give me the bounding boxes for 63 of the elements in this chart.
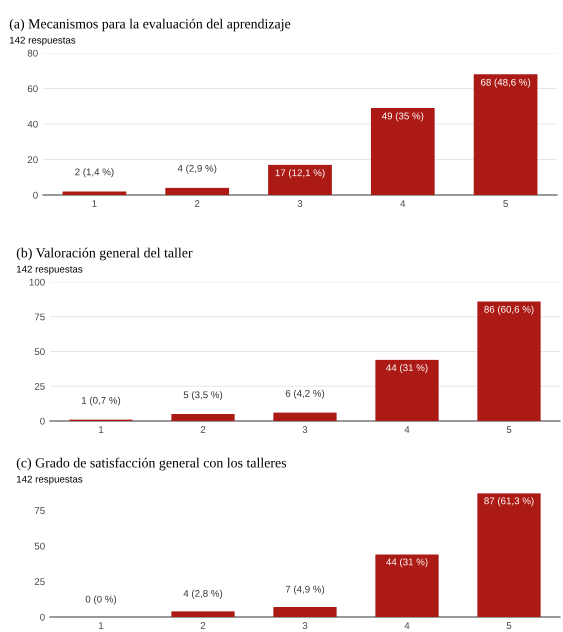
x-tick-label: 1 — [99, 622, 104, 629]
y-tick-label: 80 — [28, 50, 38, 57]
bar — [375, 360, 439, 421]
chart-title: (b) Valoración general del taller — [16, 248, 192, 260]
bar — [273, 607, 337, 617]
x-tick-label: 4 — [404, 622, 410, 629]
x-tick-label: 2 — [200, 426, 206, 433]
x-tick-label: 4 — [400, 200, 406, 207]
bar — [375, 554, 439, 617]
y-tick-label: 50 — [34, 348, 45, 356]
bar — [477, 493, 541, 617]
y-tick-label: 40 — [28, 120, 38, 128]
y-tick-label: 0 — [40, 418, 45, 425]
data-label: 4 (2,8 %) — [184, 590, 222, 599]
x-tick-label: 5 — [506, 426, 512, 433]
bar — [474, 74, 538, 195]
y-tick-label: 75 — [34, 314, 45, 320]
y-tick-label: 25 — [34, 578, 45, 586]
x-tick-label: 1 — [92, 200, 97, 207]
data-label: 87 (61,3 %) — [484, 497, 534, 506]
data-label: 4 (2,9 %) — [178, 164, 216, 174]
data-label: 49 (35 %) — [382, 112, 424, 122]
chart-title: (c) Grado de satisfacción general con los talleres — [16, 458, 286, 470]
chart-subtitle: 142 respuestas — [16, 476, 82, 485]
chart-subtitle: 142 respuestas — [10, 36, 76, 46]
data-label: 44 (31 %) — [386, 558, 428, 568]
x-tick-label: 2 — [200, 622, 206, 629]
x-tick-label: 2 — [194, 200, 200, 207]
y-tick-label: 60 — [28, 85, 38, 92]
y-tick-label: 75 — [34, 507, 45, 514]
x-tick-label: 1 — [99, 426, 104, 433]
bar — [477, 301, 541, 421]
bar — [171, 611, 235, 617]
y-tick-label: 50 — [34, 542, 45, 550]
data-label: 68 (48,6 %) — [480, 78, 530, 88]
bar — [165, 188, 230, 195]
bar — [268, 164, 332, 195]
chart-subtitle: 142 respuestas — [16, 266, 82, 275]
x-tick-label: 5 — [503, 200, 508, 207]
data-label: 1 (0,7 %) — [82, 396, 120, 406]
data-label: 5 (3,5 %) — [184, 391, 222, 400]
x-tick-label: 3 — [298, 200, 302, 207]
data-label: 6 (4,2 %) — [286, 390, 324, 399]
bar — [273, 412, 337, 421]
x-tick-label: 4 — [404, 426, 410, 433]
data-label: 7 (4,9 %) — [286, 585, 324, 595]
y-tick-label: 25 — [34, 382, 45, 390]
data-label: 44 (31 %) — [386, 364, 428, 374]
bar — [171, 414, 235, 421]
data-label: 0 (0 %) — [86, 595, 116, 604]
data-label: 2 (1,4 %) — [75, 168, 114, 178]
chart-title: (a) Mecanismos para la evaluación del aprendizaje — [10, 18, 290, 32]
bar — [62, 191, 126, 195]
x-tick-label: 3 — [302, 426, 308, 433]
y-tick-label: 100 — [30, 278, 45, 286]
data-label: 17 (12,1 %) — [276, 169, 325, 178]
bar — [370, 108, 435, 195]
y-tick-label: 0 — [33, 192, 38, 199]
x-tick-label: 3 — [302, 622, 308, 629]
x-tick-label: 5 — [506, 622, 512, 629]
y-tick-label: 20 — [28, 156, 38, 164]
y-tick-label: 0 — [40, 614, 45, 621]
data-label: 86 (60,6 %) — [484, 306, 534, 315]
